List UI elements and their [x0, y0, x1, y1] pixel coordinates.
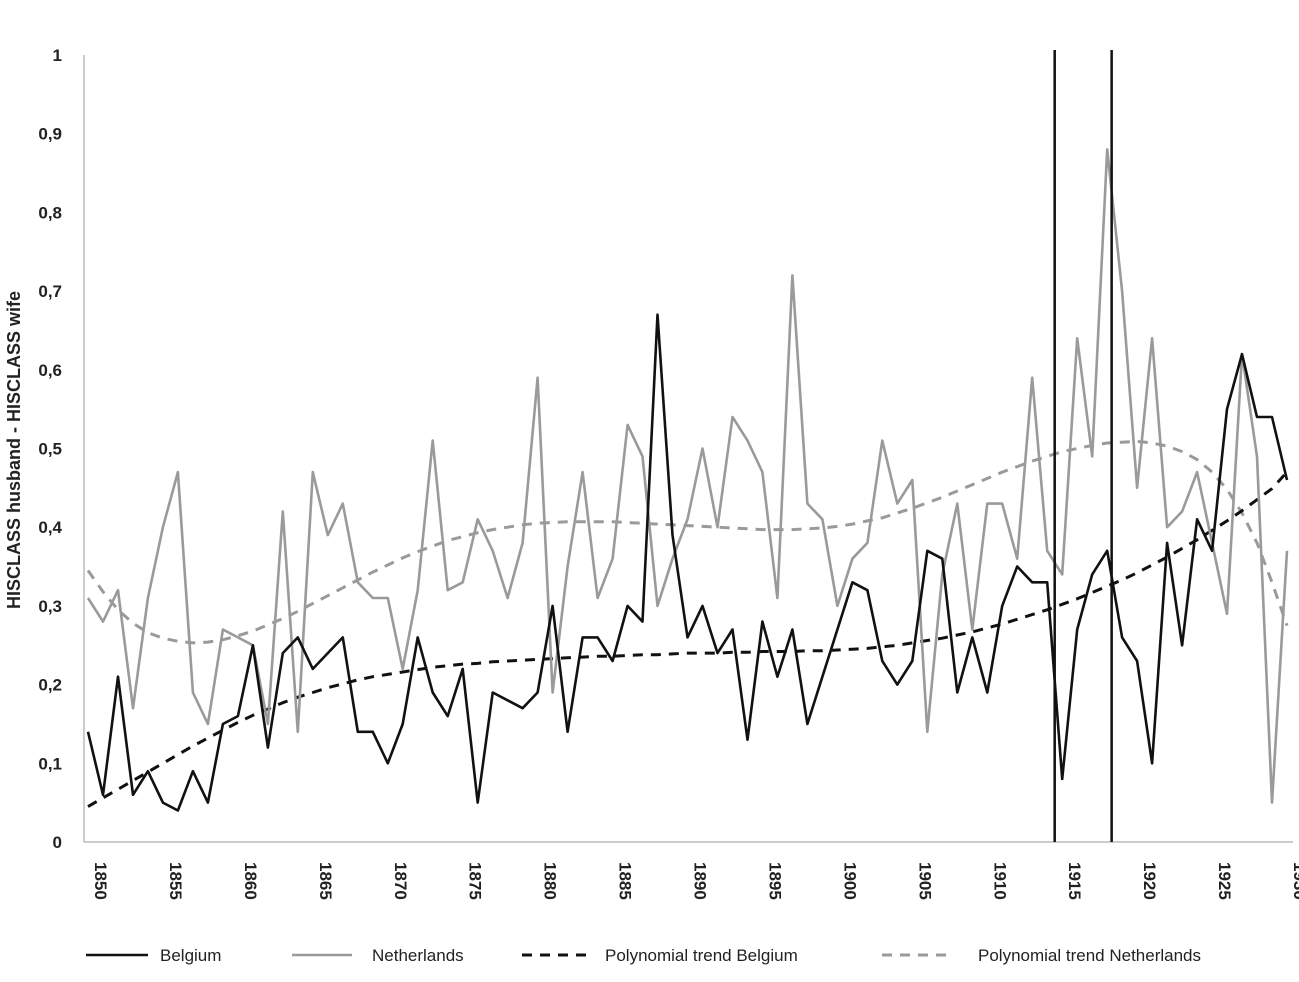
y-tick-label: 0,3: [38, 597, 62, 616]
series-netherlands: [86, 148, 1289, 804]
series-polynomial-trend-belgium: [87, 471, 1289, 808]
y-axis-label: HISCLASS husband - HISCLASS wife: [4, 291, 24, 609]
y-tick-label: 0,5: [38, 440, 62, 459]
legend-label: Netherlands: [372, 946, 464, 965]
x-tick-label: 1885: [616, 862, 635, 900]
x-tick-label: 1905: [915, 862, 934, 900]
y-tick-label: 1: [53, 46, 62, 65]
x-tick-label: 1880: [541, 862, 560, 900]
x-tick-label: 1915: [1065, 862, 1084, 900]
chart-axes: [83, 55, 1293, 843]
series-polynomial-trend-netherlands: [86, 439, 1289, 645]
x-axis-ticks: 1850 1855 1860 1865 1870 1875 1880 1885 1890 1895…: [91, 862, 1299, 900]
series-belgium: [86, 313, 1289, 812]
x-tick-label: 1855: [166, 862, 185, 900]
y-tick-label: 0,2: [38, 676, 62, 695]
x-tick-label: 1930: [1290, 862, 1299, 900]
vertical-markers: [1053, 50, 1113, 842]
x-tick-label: 1925: [1215, 862, 1234, 900]
y-tick-label: 0,7: [38, 282, 62, 301]
x-tick-label: 1895: [765, 862, 784, 900]
legend-label: Polynomial trend Netherlands: [978, 946, 1201, 965]
x-tick-label: 1850: [91, 862, 110, 900]
chart-legend: Belgium Netherlands Polynomial trend Belgi…: [86, 946, 1201, 965]
legend-label: Belgium: [160, 946, 221, 965]
y-tick-label: 0,6: [38, 361, 62, 380]
x-tick-label: 1870: [391, 862, 410, 900]
y-tick-label: 0: [53, 833, 62, 852]
x-tick-label: 1890: [691, 862, 710, 900]
x-tick-label: 1910: [990, 862, 1009, 900]
chart-series: [86, 148, 1289, 812]
legend-label: Polynomial trend Belgium: [605, 946, 798, 965]
y-tick-label: 0,8: [38, 203, 62, 222]
x-tick-label: 1865: [316, 862, 335, 900]
y-tick-label: 0,9: [38, 125, 62, 144]
y-axis-ticks: 0 0,1 0,2 0,3 0,4 0,5 0,6 0,7 0,8 0,9 1: [38, 46, 62, 852]
y-tick-label: 0,4: [38, 518, 62, 537]
x-tick-label: 1875: [466, 862, 485, 900]
x-tick-label: 1900: [840, 862, 859, 900]
x-tick-label: 1860: [241, 862, 260, 900]
y-tick-label: 0,1: [38, 754, 62, 773]
x-tick-label: 1920: [1140, 862, 1159, 900]
